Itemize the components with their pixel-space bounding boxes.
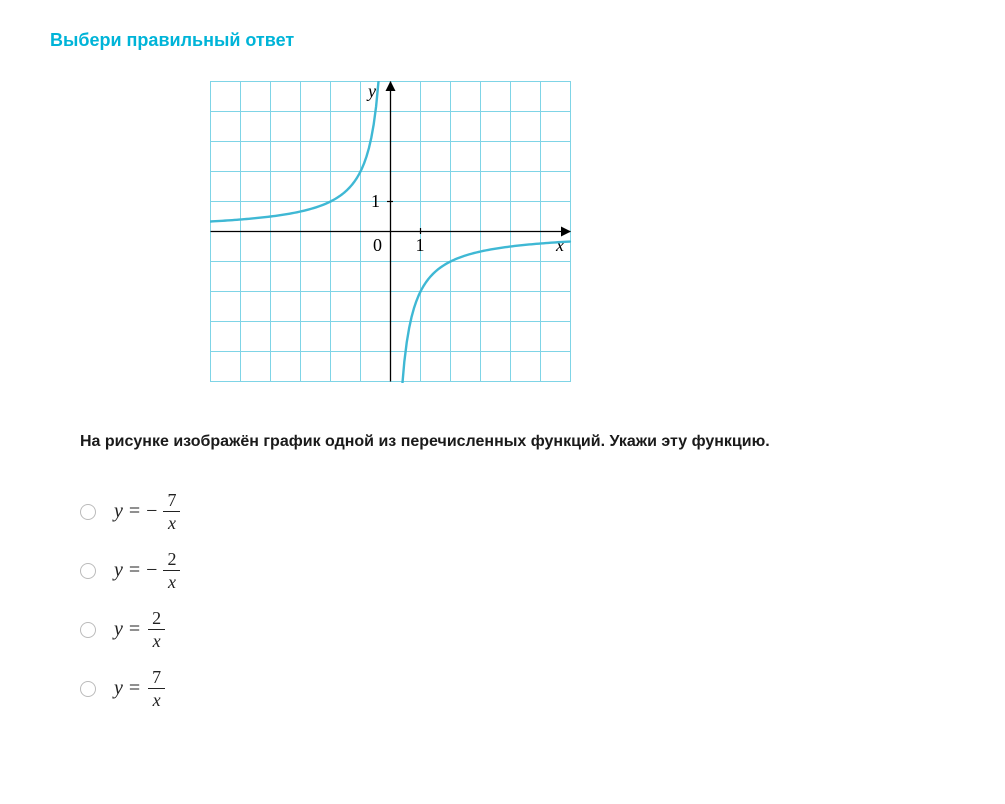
options-list: y=−7xy=−2xy=2xy=7x bbox=[80, 491, 955, 709]
option-2[interactable]: y =−2x bbox=[80, 550, 955, 591]
option-formula: y =−2x bbox=[114, 550, 180, 591]
fraction-numerator: 2 bbox=[163, 550, 180, 571]
fraction-numerator: 7 bbox=[148, 668, 165, 689]
equals-sign: = bbox=[129, 500, 140, 523]
svg-text:1: 1 bbox=[371, 191, 380, 211]
chart-container: y x 0 1 1 bbox=[210, 81, 955, 383]
radio-icon[interactable] bbox=[80, 563, 96, 579]
radio-icon[interactable] bbox=[80, 681, 96, 697]
minus-sign: − bbox=[146, 500, 157, 523]
formula-var: y bbox=[114, 618, 123, 641]
equals-sign: = bbox=[129, 677, 140, 700]
formula-var: y bbox=[114, 559, 123, 582]
fraction-numerator: 7 bbox=[163, 491, 180, 512]
fraction-denominator: x bbox=[164, 512, 180, 532]
radio-icon[interactable] bbox=[80, 622, 96, 638]
formula-var: y bbox=[114, 677, 123, 700]
fraction-denominator: x bbox=[149, 630, 165, 650]
radio-icon[interactable] bbox=[80, 504, 96, 520]
svg-text:x: x bbox=[555, 235, 564, 255]
svg-text:0: 0 bbox=[373, 235, 382, 255]
option-formula: y = 2x bbox=[114, 609, 165, 650]
option-3[interactable]: y = 2x bbox=[80, 609, 955, 650]
instruction-heading: Выбери правильный ответ bbox=[50, 30, 955, 51]
svg-text:y: y bbox=[366, 81, 376, 101]
fraction: 2x bbox=[148, 609, 165, 650]
equals-sign: = bbox=[129, 618, 140, 641]
option-formula: y = 7x bbox=[114, 668, 165, 709]
formula-var: y bbox=[114, 500, 123, 523]
fraction-denominator: x bbox=[149, 689, 165, 709]
fraction: 7x bbox=[163, 491, 180, 532]
function-plot: y x 0 1 1 bbox=[210, 81, 572, 383]
fraction-numerator: 2 bbox=[148, 609, 165, 630]
equals-sign: = bbox=[129, 559, 140, 582]
fraction-denominator: x bbox=[164, 571, 180, 591]
fraction: 2x bbox=[163, 550, 180, 591]
option-1[interactable]: y =−7x bbox=[80, 491, 955, 532]
svg-text:1: 1 bbox=[416, 235, 425, 255]
minus-sign: − bbox=[146, 559, 157, 582]
fraction: 7x bbox=[148, 668, 165, 709]
option-formula: y =−7x bbox=[114, 491, 180, 532]
question-text: На рисунке изображён график одной из пер… bbox=[80, 433, 955, 451]
option-4[interactable]: y = 7x bbox=[80, 668, 955, 709]
